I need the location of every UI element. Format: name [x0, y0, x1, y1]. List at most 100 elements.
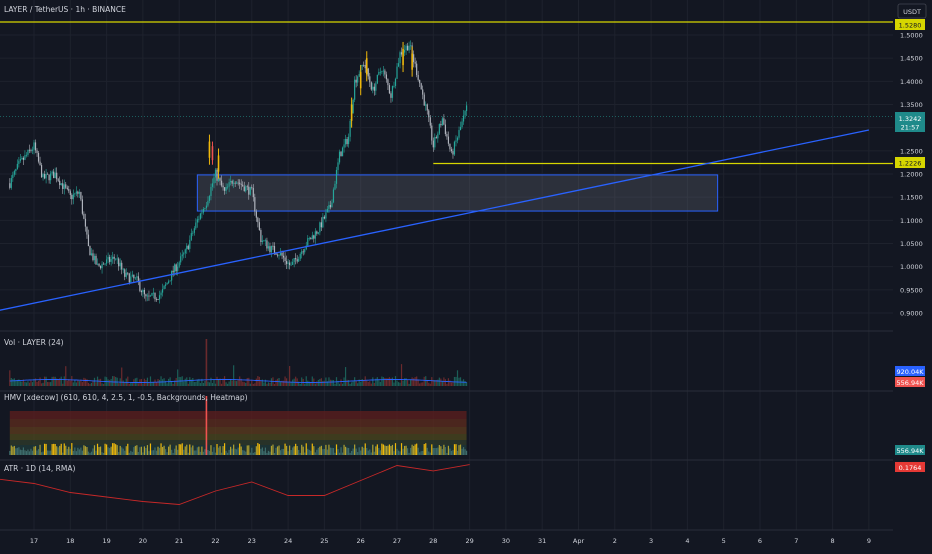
candle-body[interactable]: [84, 218, 87, 227]
candle-body[interactable]: [385, 74, 388, 80]
candle-body[interactable]: [18, 160, 20, 164]
candle-body[interactable]: [364, 65, 366, 69]
candle-body[interactable]: [234, 182, 236, 184]
ascending-trendline[interactable]: [0, 129, 870, 311]
candle-body[interactable]: [177, 266, 179, 271]
candle-body[interactable]: [387, 79, 389, 86]
candle-body[interactable]: [310, 238, 312, 240]
candle-body[interactable]: [420, 83, 422, 90]
candle-body[interactable]: [317, 232, 319, 234]
candle-body[interactable]: [376, 74, 378, 84]
candle-body[interactable]: [57, 179, 59, 181]
candle-body[interactable]: [452, 151, 454, 155]
candles[interactable]: [9, 40, 468, 304]
candle-body[interactable]: [338, 151, 341, 163]
highlight-candle-body[interactable]: [402, 48, 404, 66]
demand-zone-rectangle[interactable]: [196, 174, 719, 212]
candle-body[interactable]: [27, 149, 29, 155]
candle-body[interactable]: [101, 263, 103, 269]
candle-body[interactable]: [246, 186, 248, 188]
candle-body[interactable]: [92, 253, 94, 261]
candle-body[interactable]: [435, 137, 437, 139]
candle-body[interactable]: [36, 150, 38, 153]
candle-body[interactable]: [222, 185, 224, 188]
candle-body[interactable]: [461, 121, 463, 128]
candle-body[interactable]: [465, 105, 468, 112]
candle-body[interactable]: [361, 64, 363, 66]
candle-body[interactable]: [335, 169, 338, 184]
candle-body[interactable]: [210, 186, 212, 197]
candle-body[interactable]: [225, 187, 227, 191]
candle-body[interactable]: [298, 258, 300, 262]
candle-body[interactable]: [24, 155, 26, 160]
candle-body[interactable]: [432, 140, 434, 148]
candle-body[interactable]: [139, 281, 141, 291]
candle-body[interactable]: [320, 222, 322, 228]
candle-body[interactable]: [121, 262, 123, 270]
candle-body[interactable]: [15, 169, 17, 172]
candle-body[interactable]: [408, 45, 410, 51]
candle-body[interactable]: [69, 191, 71, 195]
candle-body[interactable]: [118, 258, 120, 267]
highlight-candle-body[interactable]: [217, 155, 220, 172]
candle-body[interactable]: [400, 52, 403, 55]
candle-body[interactable]: [43, 174, 46, 179]
candle-body[interactable]: [134, 277, 136, 279]
candle-body[interactable]: [459, 127, 462, 131]
candle-body[interactable]: [426, 104, 428, 111]
candle-body[interactable]: [171, 270, 173, 281]
candle-body[interactable]: [410, 45, 412, 47]
candle-body[interactable]: [193, 228, 195, 233]
candle-body[interactable]: [233, 182, 235, 184]
candle-body[interactable]: [93, 255, 96, 261]
candle-body[interactable]: [260, 230, 262, 243]
candle-body[interactable]: [281, 252, 283, 256]
candle-body[interactable]: [211, 183, 214, 187]
candle-body[interactable]: [77, 191, 79, 194]
candle-body[interactable]: [249, 187, 251, 195]
candle-body[interactable]: [99, 265, 102, 269]
candle-body[interactable]: [279, 252, 282, 256]
candle-body[interactable]: [116, 258, 118, 260]
candle-body[interactable]: [275, 252, 277, 255]
candle-body[interactable]: [251, 187, 253, 189]
candle-body[interactable]: [48, 174, 50, 181]
candle-body[interactable]: [56, 172, 58, 180]
candle-body[interactable]: [130, 276, 132, 283]
candle-body[interactable]: [313, 235, 315, 239]
candle-body[interactable]: [75, 191, 77, 194]
candle-body[interactable]: [245, 186, 247, 192]
candle-body[interactable]: [416, 63, 418, 76]
candle-body[interactable]: [181, 254, 183, 257]
candle-body[interactable]: [158, 295, 161, 300]
candle-body[interactable]: [254, 197, 256, 212]
candle-body[interactable]: [81, 199, 83, 214]
candle-body[interactable]: [323, 216, 325, 219]
candle-body[interactable]: [168, 281, 170, 283]
candle-body[interactable]: [149, 295, 152, 297]
candle-body[interactable]: [272, 245, 274, 247]
candle-body[interactable]: [102, 263, 105, 265]
candle-body[interactable]: [31, 149, 34, 151]
candle-body[interactable]: [358, 74, 360, 77]
candle-body[interactable]: [242, 184, 244, 187]
candle-body[interactable]: [68, 188, 70, 192]
candle-body[interactable]: [199, 213, 201, 219]
candle-body[interactable]: [384, 70, 386, 75]
candle-body[interactable]: [133, 274, 135, 279]
candle-body[interactable]: [45, 173, 47, 179]
candle-body[interactable]: [293, 258, 295, 262]
candle-body[interactable]: [60, 183, 62, 186]
candle-body[interactable]: [437, 133, 439, 139]
candle-body[interactable]: [319, 222, 321, 233]
candle-body[interactable]: [405, 45, 407, 51]
candle-body[interactable]: [363, 64, 365, 66]
candle-body[interactable]: [219, 178, 221, 181]
candle-body[interactable]: [216, 169, 218, 181]
candle-body[interactable]: [186, 245, 188, 250]
candle-body[interactable]: [450, 149, 453, 152]
candle-body[interactable]: [328, 205, 330, 209]
candle-body[interactable]: [90, 253, 93, 256]
